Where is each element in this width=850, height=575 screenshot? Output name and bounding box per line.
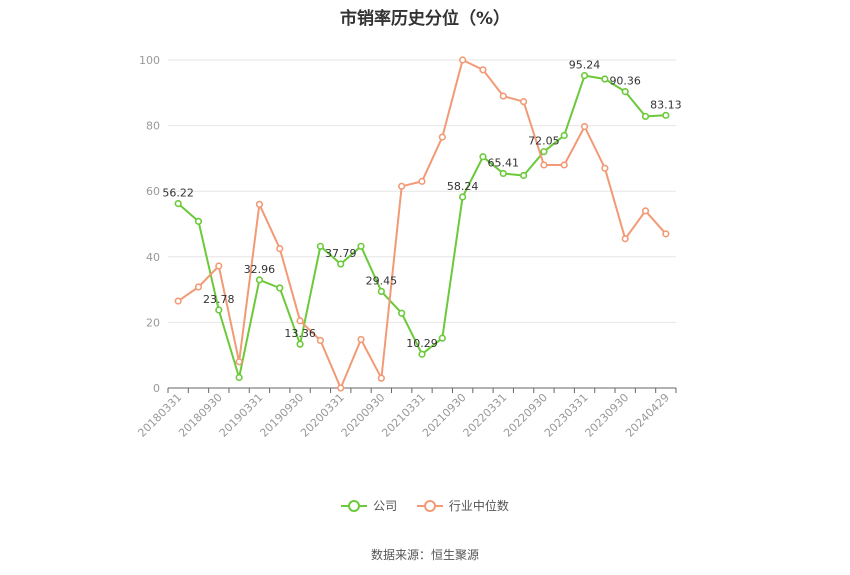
data-point-1 <box>377 374 385 382</box>
data-point-1 <box>337 384 345 392</box>
data-label: 83.13 <box>650 98 682 111</box>
data-point-1 <box>519 98 528 106</box>
data-label: 13.36 <box>284 327 316 340</box>
grid-lines <box>168 59 676 323</box>
data-point-1 <box>621 235 629 243</box>
data-label: 37.79 <box>325 247 357 260</box>
y-tick-label: 0 <box>153 382 160 395</box>
data-point-0 <box>377 287 385 296</box>
data-point-1 <box>418 177 426 185</box>
y-tick-label: 100 <box>139 54 160 67</box>
data-point-0 <box>276 284 284 292</box>
data-point-0 <box>215 306 223 314</box>
data-point-1 <box>662 230 670 238</box>
data-point-0 <box>296 340 304 348</box>
data-point-0 <box>560 131 568 140</box>
data-labels: 56.22 23.78 32.96 13.36 37.79 29.45 10.29 58.24… <box>162 59 681 351</box>
x-tick-label: 20240429 <box>623 391 672 440</box>
data-point-1 <box>459 56 467 64</box>
data-point-1 <box>479 66 487 74</box>
data-point-0 <box>499 169 507 178</box>
data-point-1 <box>296 317 304 325</box>
data-point-1 <box>641 207 650 215</box>
data-source-note: 数据来源：恒生聚源 <box>370 548 479 562</box>
data-point-0 <box>174 199 182 208</box>
data-point-1 <box>235 358 243 366</box>
data-point-1 <box>357 335 365 344</box>
y-tick-label: 80 <box>146 120 160 133</box>
legend-item-industry-median[interactable]: 行业中位数 <box>416 497 509 514</box>
legend-label-company: 公司 <box>373 499 398 513</box>
data-point-0 <box>255 276 264 284</box>
series-layer <box>174 56 670 392</box>
data-point-0 <box>438 334 446 342</box>
legend: 公司 行业中位数 <box>0 497 850 515</box>
data-point-1 <box>580 122 589 131</box>
data-point-0 <box>641 112 650 121</box>
chart-title: 市销率历史分位（%） <box>339 9 511 29</box>
data-point-1 <box>438 133 446 141</box>
data-label: 32.96 <box>244 263 276 276</box>
data-point-0 <box>580 72 589 80</box>
data-point-0 <box>519 171 528 180</box>
data-label: 72.05 <box>528 135 560 148</box>
data-point-0 <box>357 242 365 250</box>
data-point-0 <box>194 217 203 225</box>
axes: 0204060801002018033120180930201903312019… <box>135 54 677 440</box>
data-point-1 <box>215 262 223 270</box>
data-label: 90.36 <box>609 75 641 88</box>
legend-swatch-company <box>341 499 368 512</box>
data-point-0 <box>621 88 629 96</box>
legend-label-industry-median: 行业中位数 <box>448 499 509 513</box>
legend-item-company[interactable]: 公司 <box>341 497 397 514</box>
data-point-1 <box>316 336 325 345</box>
series-line-0 <box>177 74 666 379</box>
data-label: 95.24 <box>569 59 601 72</box>
data-point-0 <box>601 75 609 83</box>
data-point-0 <box>479 153 487 161</box>
legend-swatch-industry-median <box>416 499 443 512</box>
data-point-0 <box>398 309 406 317</box>
data-point-0 <box>418 350 426 358</box>
data-label: 10.29 <box>406 337 438 350</box>
data-label: 29.45 <box>366 274 398 287</box>
data-point-1 <box>499 92 507 100</box>
data-point-1 <box>255 200 264 208</box>
data-point-1 <box>560 161 568 169</box>
data-label: 56.22 <box>162 187 194 200</box>
data-point-1 <box>398 182 406 190</box>
y-tick-label: 60 <box>146 185 160 198</box>
data-point-0 <box>662 111 670 119</box>
y-tick-label: 40 <box>146 251 160 264</box>
data-point-1 <box>174 297 182 305</box>
data-point-1 <box>601 164 609 172</box>
data-point-1 <box>540 161 548 169</box>
y-tick-label: 20 <box>146 316 160 329</box>
data-point-1 <box>194 283 203 291</box>
data-point-0 <box>459 193 467 201</box>
data-label: 58.24 <box>447 180 479 193</box>
data-point-1 <box>276 245 284 253</box>
data-point-0 <box>235 373 243 382</box>
data-point-0 <box>540 148 548 156</box>
data-point-0 <box>337 260 345 268</box>
data-point-0 <box>316 242 325 250</box>
data-label: 23.78 <box>203 293 235 306</box>
data-label: 65.41 <box>488 156 520 169</box>
